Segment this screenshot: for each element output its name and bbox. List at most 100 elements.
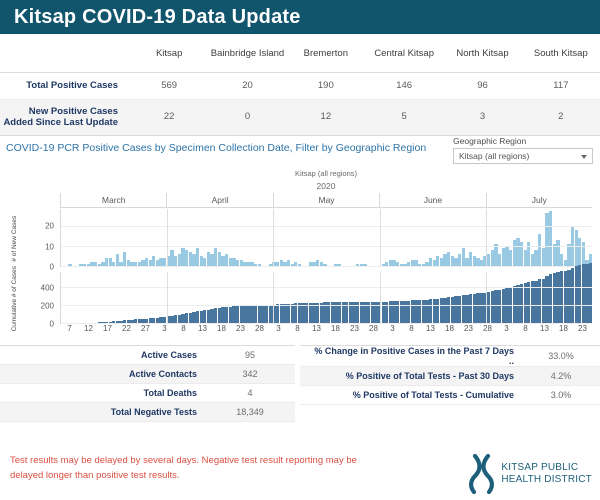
bar [254, 304, 258, 324]
bar [348, 302, 353, 324]
month-separator [167, 209, 169, 267]
gridline [61, 266, 592, 268]
bar [279, 304, 283, 324]
bar [330, 302, 334, 324]
gridline [61, 225, 592, 227]
x-tick-23: 23 [578, 324, 587, 334]
x-tick-3: 3 [390, 324, 395, 334]
new-cases-bars [61, 209, 593, 267]
bar [374, 302, 378, 324]
bar [527, 282, 531, 324]
bar [155, 317, 160, 324]
bar [512, 286, 516, 324]
new-cases-plot [60, 209, 593, 268]
bar [123, 320, 127, 324]
x-tick-3: 3 [276, 324, 281, 334]
bar [589, 254, 593, 267]
bar [454, 258, 458, 267]
x-tick-13: 13 [198, 324, 207, 334]
bar [243, 305, 247, 324]
bar [541, 278, 546, 324]
bar [359, 302, 363, 324]
gridline [61, 287, 592, 289]
bar [458, 254, 462, 267]
cell-total-bainbridge: 20 [208, 72, 287, 100]
cumulative-cases-panel: Cumulative # of Cases 0 200 400 [0, 263, 593, 331]
x-tick-18: 18 [445, 324, 454, 334]
bar [308, 303, 313, 324]
bar [487, 291, 491, 324]
bar [203, 310, 207, 324]
bar [174, 256, 178, 267]
bar [341, 302, 345, 324]
region-summary-table: Kitsap Bainbridge Island Bremerton Centr… [0, 38, 600, 137]
bar [443, 254, 447, 267]
bar [181, 247, 185, 267]
bar [312, 303, 316, 324]
x-tick-28: 28 [483, 324, 492, 334]
bar [141, 318, 145, 324]
bar [581, 241, 586, 267]
bar [246, 262, 251, 267]
row-label-new-positive-cases: New Positive Cases Added Since Last Upda… [0, 99, 130, 137]
bar [578, 237, 582, 267]
bar [356, 264, 360, 267]
row-label-total-positive-cases: Total Positive Cases [0, 72, 130, 100]
bar [210, 309, 214, 324]
cell-new-bainbridge: 0 [208, 99, 287, 137]
bar [585, 263, 589, 324]
bar [254, 264, 258, 267]
x-tick-13: 13 [312, 324, 321, 334]
bar [323, 264, 327, 267]
bar [192, 312, 196, 324]
x-tick-8: 8 [181, 324, 186, 334]
bar [283, 303, 287, 324]
bar [556, 271, 560, 324]
x-tick-27: 27 [141, 324, 150, 334]
bar [490, 249, 495, 267]
bar [476, 258, 480, 267]
cell-new-bremerton: 12 [286, 99, 365, 137]
stat-label: Active Contacts [0, 364, 205, 384]
bar [90, 322, 94, 324]
region-select[interactable]: Kitsap (all regions) [453, 148, 593, 165]
case-timeline-chart: COVID-19 PCR Positive Cases by Specimen … [0, 136, 600, 341]
month-label-june: June [379, 193, 485, 208]
table-header-row: Kitsap Bainbridge Island Bremerton Centr… [0, 38, 600, 73]
bar [414, 300, 418, 324]
bar [407, 300, 411, 324]
x-tick-18: 18 [559, 324, 568, 334]
stat-value: 18,349 [205, 402, 295, 422]
bar [152, 317, 156, 324]
bar [559, 271, 564, 324]
bar [428, 299, 433, 324]
bar [476, 293, 480, 324]
month-label-may: May [272, 193, 379, 208]
bar [534, 280, 538, 324]
bar [265, 304, 269, 324]
bar [396, 301, 400, 324]
bar [370, 302, 374, 324]
month-separator [379, 272, 381, 324]
bar [268, 264, 272, 267]
x-tick-3: 3 [162, 324, 167, 334]
bar [516, 284, 520, 324]
month-label-april: April [166, 193, 272, 208]
bar [392, 260, 396, 267]
bar [567, 269, 571, 324]
bar [104, 258, 109, 267]
stat-label: Active Cases [0, 345, 205, 365]
bar [414, 260, 418, 267]
table-row: % Positive of Total Tests - Cumulative 3.… [300, 385, 600, 405]
bar [487, 254, 491, 267]
y-tick-200: 200 [40, 301, 54, 311]
bar [432, 260, 436, 267]
bar [516, 237, 520, 267]
bar [574, 266, 578, 324]
bar [246, 305, 251, 324]
bar [381, 301, 385, 324]
bar [399, 300, 404, 324]
bar [523, 249, 527, 267]
bar [552, 272, 556, 324]
y-tick-0: 0 [49, 262, 54, 272]
